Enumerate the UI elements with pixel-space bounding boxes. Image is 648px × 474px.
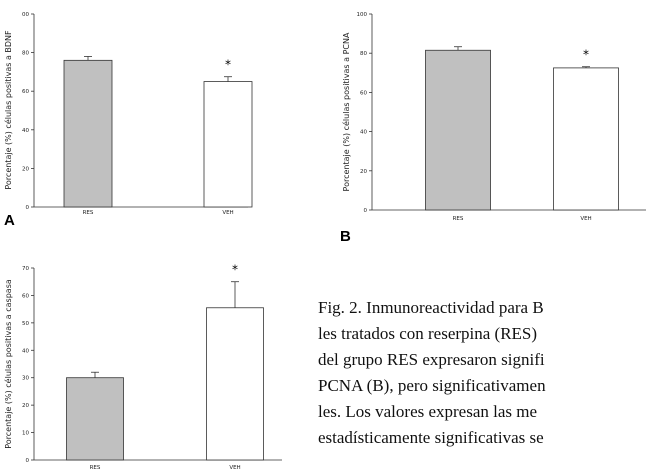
caption-line: les tratados con reserpina (RES)	[318, 324, 538, 343]
bar-res	[66, 377, 124, 461]
chart-a: 0 20 40 60 80 00 Porcentaje (%) células positi…	[3, 12, 253, 229]
y-tick-label: 60	[22, 293, 29, 299]
y-tick-label: 0	[26, 205, 30, 211]
x-category-label: RES	[453, 216, 464, 222]
x-category-label: RES	[83, 210, 94, 216]
bar-veh	[553, 67, 619, 211]
bar-res	[425, 49, 491, 211]
y-tick-label: 80	[22, 51, 29, 57]
y-tick-label: 0	[364, 208, 368, 214]
y-tick-label: 20	[22, 403, 29, 409]
x-category-label: VEH	[222, 210, 233, 216]
y-tick-label: 00	[22, 12, 29, 18]
y-tick-label: 100	[357, 12, 368, 18]
y-tick-label: 60	[360, 90, 367, 96]
significance-marker: *	[232, 263, 238, 277]
chart-b: 0 20 40 60 80 100 Porcentaje (%) células posit…	[340, 12, 646, 245]
y-tick-label: 80	[360, 51, 367, 57]
significance-marker: *	[583, 48, 589, 62]
y-tick-label: 40	[360, 130, 367, 136]
y-tick-label: 60	[22, 89, 29, 95]
y-axis-title: Porcentaje (%) células positivas a PCNA	[341, 32, 351, 191]
panel-letter: A	[4, 212, 15, 229]
y-tick-label: 20	[22, 166, 29, 172]
y-tick-label: 40	[22, 128, 29, 134]
bar-veh	[206, 307, 264, 461]
x-category-label: RES	[90, 465, 101, 471]
y-tick-label: 40	[22, 348, 29, 354]
caption-line: Fig. 2. Inmunoreactividad para B	[318, 298, 544, 317]
y-axis-title: Porcentaje (%) células positivas a BDNF	[3, 30, 13, 190]
chart-c: 0 10 20 30 40 50 60 70 Porcentaje (%) células po…	[3, 263, 282, 474]
caption-line: les. Los valores expresan las me	[318, 402, 538, 421]
bar-veh	[203, 81, 253, 208]
caption-line: PCNA (B), pero significativamen	[318, 376, 546, 395]
significance-marker: *	[225, 58, 231, 72]
y-tick-label: 10	[22, 431, 29, 437]
caption-line: estadísticamente significativas se	[318, 428, 544, 447]
panel-letter: B	[340, 228, 351, 245]
x-category-label: VEH	[229, 465, 240, 471]
panel-letter: C	[6, 472, 17, 474]
y-tick-label: 30	[22, 376, 29, 382]
y-tick-label: 50	[22, 321, 29, 327]
y-axis-title: Porcentaje (%) células positivas a caspa…	[3, 279, 13, 449]
y-tick-label: 20	[360, 169, 367, 175]
bar-res	[63, 59, 113, 208]
y-tick-label: 70	[22, 266, 29, 272]
y-tick-label: 0	[26, 458, 30, 464]
figure-caption: Fig. 2. Inmunoreactividad para B les tra…	[318, 295, 648, 451]
x-category-label: VEH	[580, 216, 591, 222]
caption-line: del grupo RES expresaron signifi	[318, 350, 545, 369]
